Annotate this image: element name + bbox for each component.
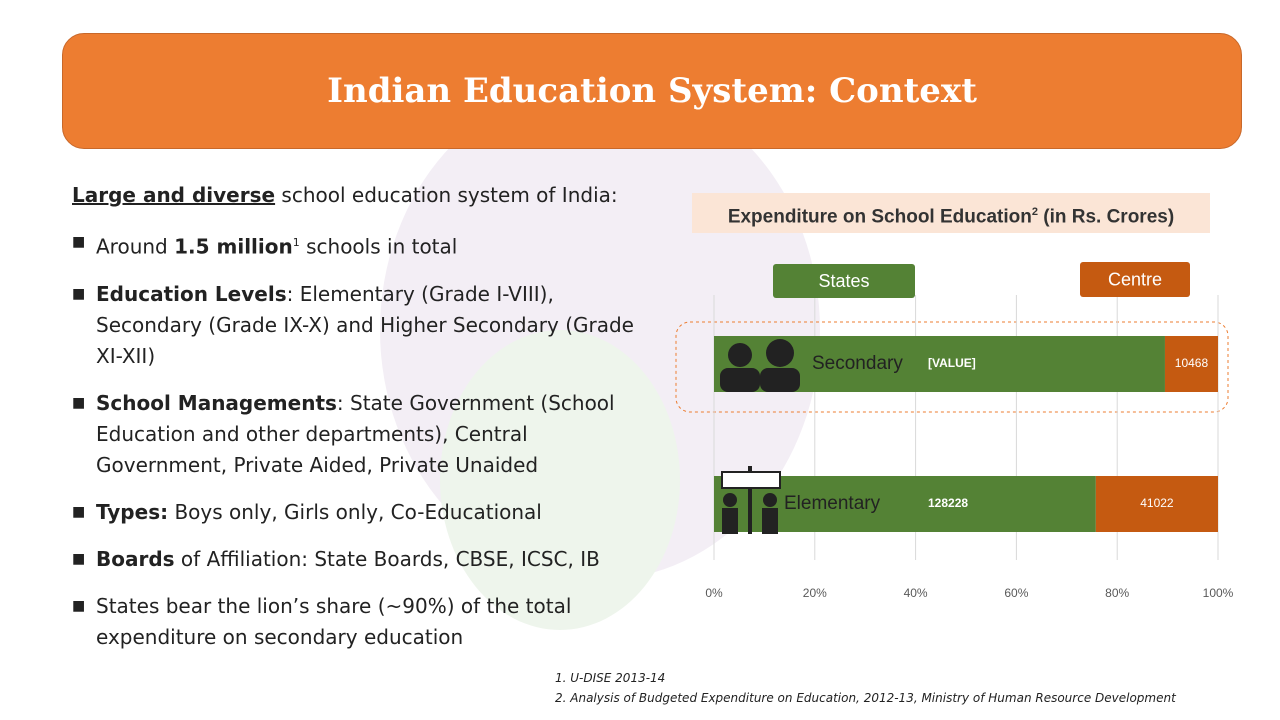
legend-label: Centre	[1108, 269, 1162, 289]
icon	[728, 343, 752, 367]
data-label: 10468	[1175, 356, 1209, 370]
bullet: ■ Types: Boys only, Girls only, Co-Educat…	[72, 499, 542, 524]
intro-text: school education system of India:	[275, 183, 618, 207]
text: : State Government (School Education and…	[96, 390, 615, 477]
icon	[760, 368, 800, 392]
icon	[720, 368, 760, 392]
icon	[722, 508, 738, 534]
footnotes: 1. U-DISE 2013-14 2. Analysis of Budgete…	[555, 668, 1176, 708]
text: : Elementary (Grade I-VIII), Secondary (…	[96, 281, 634, 368]
chart-title: Expenditure on School Education2 (in Rs.…	[692, 193, 1210, 233]
x-tick-label: 40%	[904, 586, 928, 600]
title-text: Expenditure on School Education	[727, 206, 1032, 228]
bar	[1095, 476, 1218, 532]
icon	[748, 466, 752, 534]
x-tick-label: 0%	[705, 586, 723, 600]
legend-swatch	[1080, 262, 1190, 297]
icon	[721, 471, 781, 489]
bullet: ■ States bear the lion’s share (~90%) of …	[72, 591, 652, 653]
text: Boys only, Girls only, Co-Educational	[168, 499, 542, 524]
bold: Education Levels	[96, 281, 287, 306]
category-label: Secondary	[812, 353, 903, 374]
title: Indian Education System: Context	[327, 71, 977, 111]
intro-emphasis: Large and diverse	[72, 183, 276, 207]
bullet: ■ Around 1.5 million1 schools in total	[72, 234, 458, 259]
x-tick-label: 60%	[1004, 586, 1028, 600]
icon	[723, 493, 737, 507]
x-tick-label: 80%	[1105, 586, 1129, 600]
icon	[762, 508, 778, 534]
x-tick-label: 20%	[803, 586, 827, 600]
intro: Large and diverse school education syste…	[72, 180, 652, 211]
title-sup: 2	[1031, 206, 1038, 218]
text: States bear the lion’s share (~90%) of t…	[96, 593, 572, 649]
x-tick-label: 100%	[1203, 586, 1234, 600]
category-label: Elementary	[784, 493, 881, 514]
legend-label: States	[818, 271, 869, 291]
bold: Types:	[96, 499, 169, 524]
bold: 1.5 million	[174, 234, 293, 259]
bullet-list: Large and diverse school education syste…	[72, 180, 652, 669]
bold: Boards	[96, 546, 175, 571]
legend-swatch	[773, 264, 915, 298]
text: of Affiliation: State Boards, CBSE, ICSC…	[174, 546, 600, 571]
data-label: 128228	[928, 496, 968, 510]
bullet: ■ Boards of Affiliation: State Boards, CB…	[72, 546, 600, 571]
map-bg	[440, 330, 680, 630]
footnote: 2. Analysis of Budgeted Expenditure on E…	[555, 691, 1176, 705]
icon	[763, 493, 777, 507]
sup: 1	[292, 236, 300, 249]
footnote: 1. U-DISE 2013-14	[555, 671, 666, 685]
data-label: [VALUE]	[928, 356, 976, 370]
bullet: ■ School Managements: State Government (S…	[72, 390, 615, 477]
highlight-box	[675, 321, 1229, 413]
bold: School Managements	[96, 390, 337, 415]
text: schools in total	[299, 234, 458, 259]
bullet: ■ Education Levels: Elementary (Grade I-V…	[72, 281, 634, 368]
header: Indian Education System: Context	[62, 33, 1242, 149]
text: Around	[96, 234, 175, 259]
bar	[1164, 336, 1218, 392]
title-unit: (in Rs. Crores)	[1037, 206, 1175, 228]
data-label: 41022	[1140, 496, 1174, 510]
icon	[766, 339, 794, 367]
